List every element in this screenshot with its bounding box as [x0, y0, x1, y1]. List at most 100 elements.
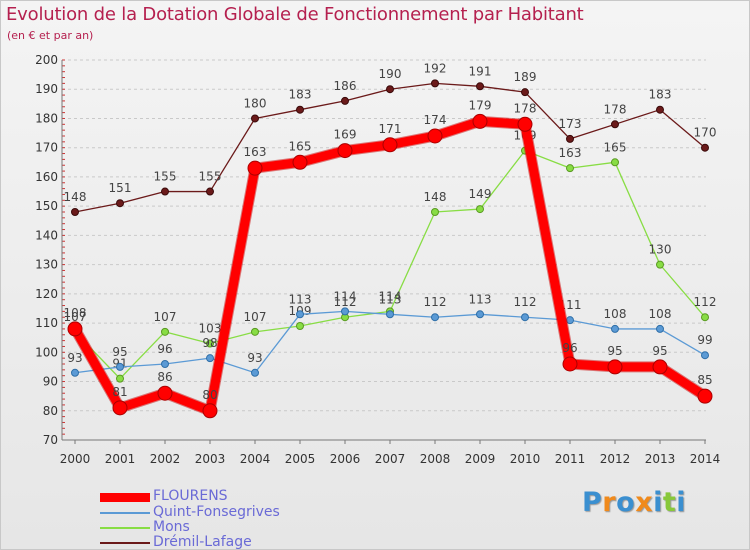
legend-swatch-flourens — [100, 493, 150, 502]
data-point-flourens — [427, 128, 443, 144]
data-label-mons: 103 — [199, 322, 222, 336]
y-tick-label: 170 — [35, 141, 58, 155]
data-point-quint — [521, 313, 529, 322]
data-label-mons: 149 — [469, 187, 492, 201]
data-point-quint — [71, 368, 79, 377]
x-tick-label: 2009 — [465, 452, 496, 466]
data-point-quint — [386, 310, 394, 319]
y-tick-label: 120 — [35, 287, 58, 301]
data-label-dremil: 191 — [469, 64, 492, 78]
data-label-mons: 165 — [604, 140, 627, 154]
data-label-flourens: 179 — [469, 98, 492, 112]
data-label-quint: 113 — [469, 292, 492, 306]
data-point-mons — [296, 322, 304, 330]
data-label-flourens: 80 — [202, 388, 217, 402]
data-point-flourens — [292, 154, 308, 170]
data-point-mons — [566, 164, 574, 173]
data-label-dremil: 192 — [424, 61, 447, 75]
proxiti-logo: Proxiti — [582, 487, 686, 518]
data-label-flourens: 169 — [334, 128, 357, 142]
data-label-mons: 112 — [694, 295, 717, 309]
legend-item-mons: Mons — [100, 519, 350, 535]
data-label-dremil: 180 — [244, 96, 267, 110]
data-point-quint — [206, 354, 214, 363]
x-tick-label: 2012 — [600, 452, 631, 466]
data-label-flourens: 108 — [64, 306, 87, 320]
data-point-dremil — [206, 187, 214, 196]
data-label-quint: 113 — [379, 292, 402, 306]
legend-swatch-quint-fonsegrives — [100, 512, 150, 514]
data-point-mons — [251, 327, 259, 336]
data-point-dremil — [251, 114, 259, 123]
legend-label-mons: Mons — [153, 519, 190, 535]
logo-letter: i — [653, 487, 663, 518]
x-tick-label: 2013 — [645, 452, 676, 466]
data-point-flourens — [382, 137, 398, 153]
data-point-flourens — [157, 385, 173, 401]
x-tick-label: 2001 — [105, 452, 136, 466]
legend-item-quint-fonsegrives: Quint-Fonsegrives — [100, 504, 350, 520]
data-label-dremil: 178 — [604, 102, 627, 116]
x-tick-label: 2003 — [195, 452, 226, 466]
data-label-dremil: 189 — [514, 70, 537, 84]
data-label-dremil: 186 — [334, 79, 357, 93]
y-tick-label: 80 — [43, 404, 58, 418]
data-label-flourens: 81 — [112, 385, 127, 399]
data-label-quint: 112 — [514, 295, 537, 309]
data-point-dremil — [611, 120, 619, 129]
data-point-dremil — [71, 208, 79, 216]
data-label-dremil: 155 — [199, 170, 222, 184]
x-tick-label: 2006 — [330, 452, 361, 466]
x-tick-label: 2008 — [420, 452, 451, 466]
data-label-mons: 114 — [379, 289, 402, 303]
data-point-flourens — [472, 113, 488, 129]
data-point-flourens — [67, 321, 83, 337]
y-tick-label: 180 — [35, 111, 58, 125]
data-point-mons — [476, 205, 484, 214]
data-label-flourens: 86 — [157, 370, 172, 384]
data-label-dremil: 190 — [379, 67, 402, 81]
y-tick-label: 70 — [43, 433, 58, 447]
y-tick-label: 150 — [35, 199, 58, 213]
data-point-flourens — [112, 400, 128, 416]
data-label-mons: 163 — [559, 146, 582, 160]
data-point-dremil — [701, 143, 709, 152]
data-point-mons — [431, 208, 439, 216]
y-tick-label: 160 — [35, 170, 58, 184]
x-tick-label: 2005 — [285, 452, 316, 466]
y-tick-label: 140 — [35, 228, 58, 242]
data-label-flourens: 85 — [697, 373, 712, 387]
data-point-quint — [341, 307, 349, 316]
data-point-mons — [656, 260, 664, 269]
data-label-flourens: 165 — [289, 139, 312, 153]
data-label-mons: 107 — [154, 310, 177, 324]
data-label-dremil: 173 — [559, 117, 582, 131]
y-tick-label: 110 — [35, 316, 58, 330]
data-point-mons — [206, 339, 214, 348]
data-label-quint: 108 — [604, 307, 627, 321]
data-point-dremil — [386, 85, 394, 94]
data-point-quint — [116, 362, 124, 371]
data-label-quint: 114 — [334, 289, 357, 303]
data-point-flourens — [697, 388, 713, 404]
chart-title: Evolution de la Dotation Globale de Fonc… — [6, 4, 584, 25]
x-tick-label: 2007 — [375, 452, 406, 466]
data-point-flourens — [607, 359, 623, 375]
y-tick-label: 200 — [35, 53, 58, 67]
data-label-flourens: 178 — [514, 101, 537, 115]
logo-letter: o — [616, 487, 636, 518]
x-tick-label: 2002 — [150, 452, 181, 466]
y-tick-label: 90 — [43, 375, 58, 389]
legend-label-flourens: FLOURENS — [153, 488, 228, 504]
data-point-dremil — [161, 187, 169, 196]
data-label-quint: 96 — [157, 342, 172, 356]
data-label-flourens: 95 — [607, 344, 622, 358]
data-point-flourens — [562, 356, 578, 372]
data-point-mons — [161, 327, 169, 336]
data-label-mons: 107 — [64, 310, 87, 324]
data-point-dremil — [431, 79, 439, 88]
data-label-quint: 95 — [112, 345, 127, 359]
data-point-dremil — [341, 96, 349, 105]
data-label-quint: 112 — [424, 295, 447, 309]
